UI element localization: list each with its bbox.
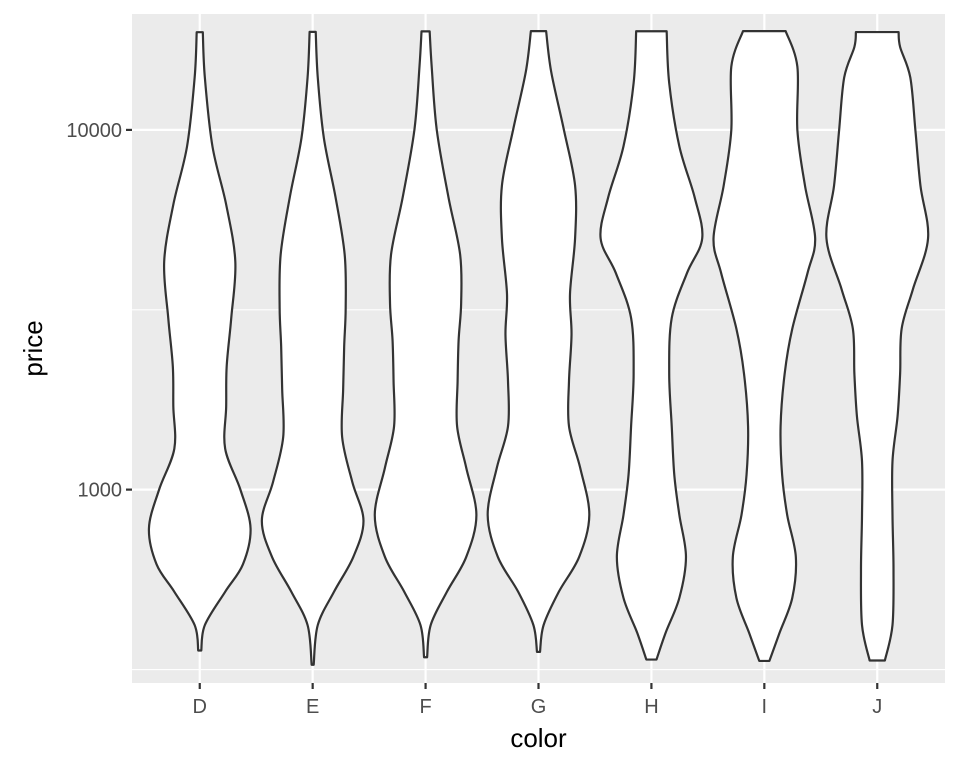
x-tick-label-J: J	[872, 696, 882, 718]
violin-D	[147, 31, 252, 652]
x-tick-label-G: G	[531, 696, 547, 718]
violin-I	[712, 30, 817, 663]
y-tick-label: 10000	[66, 120, 122, 142]
violin-J	[825, 30, 930, 662]
x-tick-label-D: D	[193, 696, 207, 718]
violin-H	[599, 30, 704, 661]
violin-G	[486, 30, 591, 653]
x-axis-title: color	[510, 723, 567, 753]
x-tick-label-F: F	[419, 696, 431, 718]
x-tick-label-E: E	[306, 696, 319, 718]
x-tick-label-I: I	[762, 696, 768, 718]
y-axis-title: price	[18, 320, 48, 376]
y-axis: 1000 10000	[66, 120, 132, 502]
violin-E	[260, 30, 365, 666]
violins	[147, 30, 930, 666]
x-tick-label-H: H	[644, 696, 658, 718]
violin-F	[373, 30, 478, 659]
y-tick-label: 1000	[78, 480, 123, 502]
x-axis: D E F G H I J	[193, 683, 882, 718]
